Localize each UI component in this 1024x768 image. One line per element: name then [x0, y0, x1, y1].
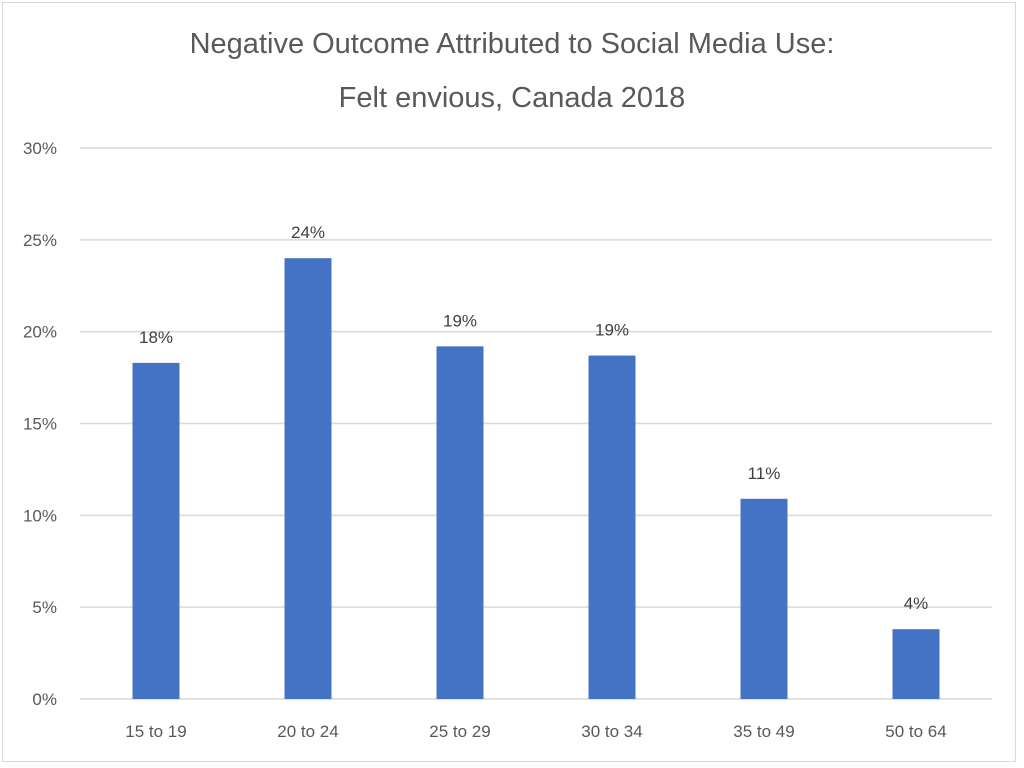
- y-tick-label: 10%: [23, 506, 57, 525]
- x-tick-label: 35 to 49: [733, 722, 794, 741]
- bars: [132, 258, 940, 699]
- y-axis-ticks: 0% 5% 10% 15% 20% 25% 30%: [23, 139, 57, 709]
- data-label: 18%: [139, 328, 173, 347]
- y-tick-label: 15%: [23, 415, 57, 434]
- data-label: 24%: [291, 223, 325, 242]
- x-tick-label: 30 to 34: [581, 722, 642, 741]
- bar: [132, 362, 180, 699]
- data-label: 19%: [595, 321, 629, 340]
- x-tick-label: 20 to 24: [277, 722, 338, 741]
- gridlines: [80, 147, 992, 700]
- x-tick-label: 15 to 19: [125, 722, 186, 741]
- data-label: 19%: [443, 311, 477, 330]
- data-label: 4%: [904, 594, 929, 613]
- bar: [740, 498, 788, 699]
- bar: [588, 355, 636, 699]
- chart-subtitle: Felt envious, Canada 2018: [338, 82, 686, 114]
- x-tick-label: 50 to 64: [885, 722, 946, 741]
- y-tick-label: 5%: [32, 598, 57, 617]
- chart-title: Negative Outcome Attributed to Social Me…: [189, 28, 835, 60]
- y-tick-label: 0%: [32, 690, 57, 709]
- data-label: 11%: [748, 464, 781, 483]
- x-tick-label: 25 to 29: [429, 722, 490, 741]
- y-tick-label: 20%: [23, 323, 57, 342]
- y-tick-label: 25%: [23, 231, 57, 250]
- bar: [892, 629, 940, 699]
- data-labels: 18% 24% 19% 19% 11% 4%: [139, 223, 928, 613]
- y-tick-label: 30%: [23, 139, 57, 158]
- x-axis-ticks: 15 to 19 20 to 24 25 to 29 30 to 34 35 to 49…: [125, 722, 946, 741]
- bar: [284, 258, 332, 699]
- bar: [436, 346, 484, 699]
